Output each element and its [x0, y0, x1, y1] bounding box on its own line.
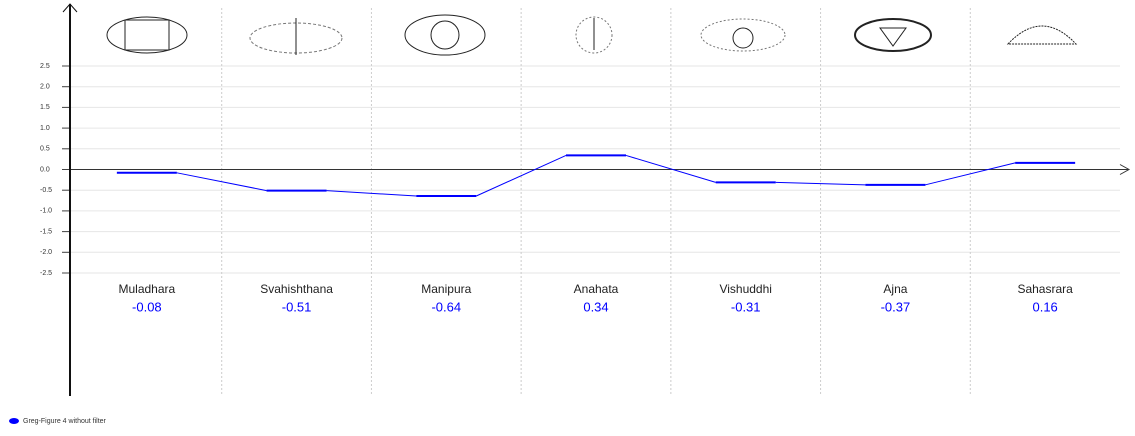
connector — [476, 154, 567, 197]
category-label: Sahasrara — [1017, 282, 1073, 296]
value-label: -0.08 — [132, 299, 162, 314]
value-label: 0.34 — [583, 299, 608, 314]
y-tick-label: 1.5 — [40, 104, 50, 111]
y-tick-label: 1.0 — [40, 125, 50, 132]
y-tick-label: 2.0 — [40, 84, 50, 91]
category-label: Ajna — [883, 282, 907, 296]
category-label: Svahishthana — [260, 282, 333, 296]
category-label: Anahata — [574, 282, 619, 296]
y-tick-label: -2.0 — [40, 249, 52, 256]
legend-label: Greg-Figure 4 without filter — [23, 418, 107, 425]
value-label: -0.51 — [282, 299, 312, 314]
connector — [925, 162, 1016, 186]
y-tick-label: -1.5 — [40, 228, 52, 235]
connector — [326, 190, 417, 197]
value-label: -0.37 — [881, 299, 911, 314]
y-tick-label: -1.0 — [40, 208, 52, 215]
category-label: Manipura — [421, 282, 471, 296]
y-tick-label: 2.5 — [40, 63, 50, 70]
value-label: -0.31 — [731, 299, 761, 314]
y-tick-label: -2.5 — [40, 270, 52, 277]
value-label: -0.64 — [431, 299, 461, 314]
y-tick-label: 0.0 — [40, 166, 50, 173]
category-label: Vishuddhi — [719, 282, 772, 296]
connector — [775, 181, 866, 186]
chakra-icons — [106, 14, 1078, 56]
legend-marker — [9, 418, 19, 424]
category-label: Muladhara — [119, 282, 176, 296]
connector — [176, 172, 267, 192]
connector — [625, 154, 716, 183]
y-tick-label: 0.5 — [40, 146, 50, 153]
y-tick-label: -0.5 — [40, 187, 52, 194]
y-axis-arrow — [62, 3, 78, 13]
x-axis-arrow — [1119, 164, 1131, 175]
value-label: 0.16 — [1032, 299, 1057, 314]
